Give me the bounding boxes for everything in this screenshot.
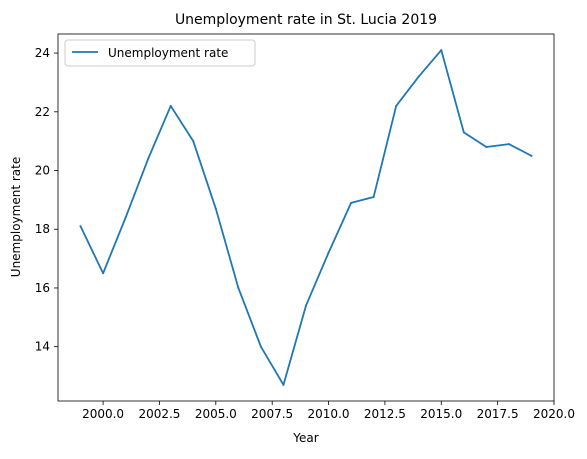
y-tick-label: 24 — [35, 46, 50, 60]
x-tick-label: 2010.0 — [308, 407, 350, 421]
data-point — [79, 225, 82, 228]
y-tick-label: 16 — [35, 281, 50, 295]
y-tick-label: 20 — [35, 164, 50, 178]
data-point — [372, 195, 375, 198]
data-point — [282, 383, 285, 386]
x-tick-label: 2007.5 — [251, 407, 293, 421]
data-point — [192, 140, 195, 143]
y-tick-label: 14 — [35, 340, 50, 354]
x-axis-label: Year — [292, 431, 318, 445]
x-tick-label: 2012.5 — [364, 407, 406, 421]
data-point — [395, 104, 398, 107]
y-axis-ticks: 14 16 18 20 22 24 — [35, 46, 58, 354]
chart-title: Unemployment rate in St. Lucia 2019 — [175, 12, 437, 28]
data-point — [530, 154, 533, 157]
x-tick-label: 2000.0 — [82, 407, 124, 421]
x-axis-ticks: 2000.0 2002.5 2005.0 2007.5 2010.0 2012.5 2015… — [82, 401, 575, 421]
series-layer — [79, 49, 533, 386]
x-tick-label: 2002.5 — [138, 407, 180, 421]
legend-box — [64, 39, 256, 67]
y-tick-label: 18 — [35, 222, 50, 236]
legend: Unemployment rate — [64, 39, 256, 67]
data-point — [350, 201, 353, 204]
x-tick-label: 2015.0 — [420, 407, 462, 421]
data-point — [169, 104, 172, 107]
x-tick-label: 2017.5 — [477, 407, 519, 421]
data-point — [102, 272, 105, 275]
data-point — [305, 304, 307, 307]
data-point — [440, 49, 443, 52]
plot-frame — [57, 33, 555, 402]
data-point — [214, 207, 217, 210]
y-tick-label: 22 — [35, 105, 50, 119]
data-point — [237, 286, 240, 289]
x-tick-label: 2005.0 — [195, 407, 237, 421]
data-point — [485, 146, 488, 149]
x-tick-label: 2020.0 — [533, 407, 575, 421]
data-point — [417, 75, 420, 78]
data-point — [147, 157, 150, 160]
plot-area — [58, 34, 554, 401]
data-point — [507, 143, 510, 146]
legend-label: Unemployment rate — [108, 46, 228, 60]
data-point — [259, 345, 262, 348]
data-point — [124, 216, 127, 219]
data-point — [327, 251, 330, 254]
y-axis-label: Unemployment rate — [9, 157, 23, 277]
data-point — [462, 131, 465, 134]
